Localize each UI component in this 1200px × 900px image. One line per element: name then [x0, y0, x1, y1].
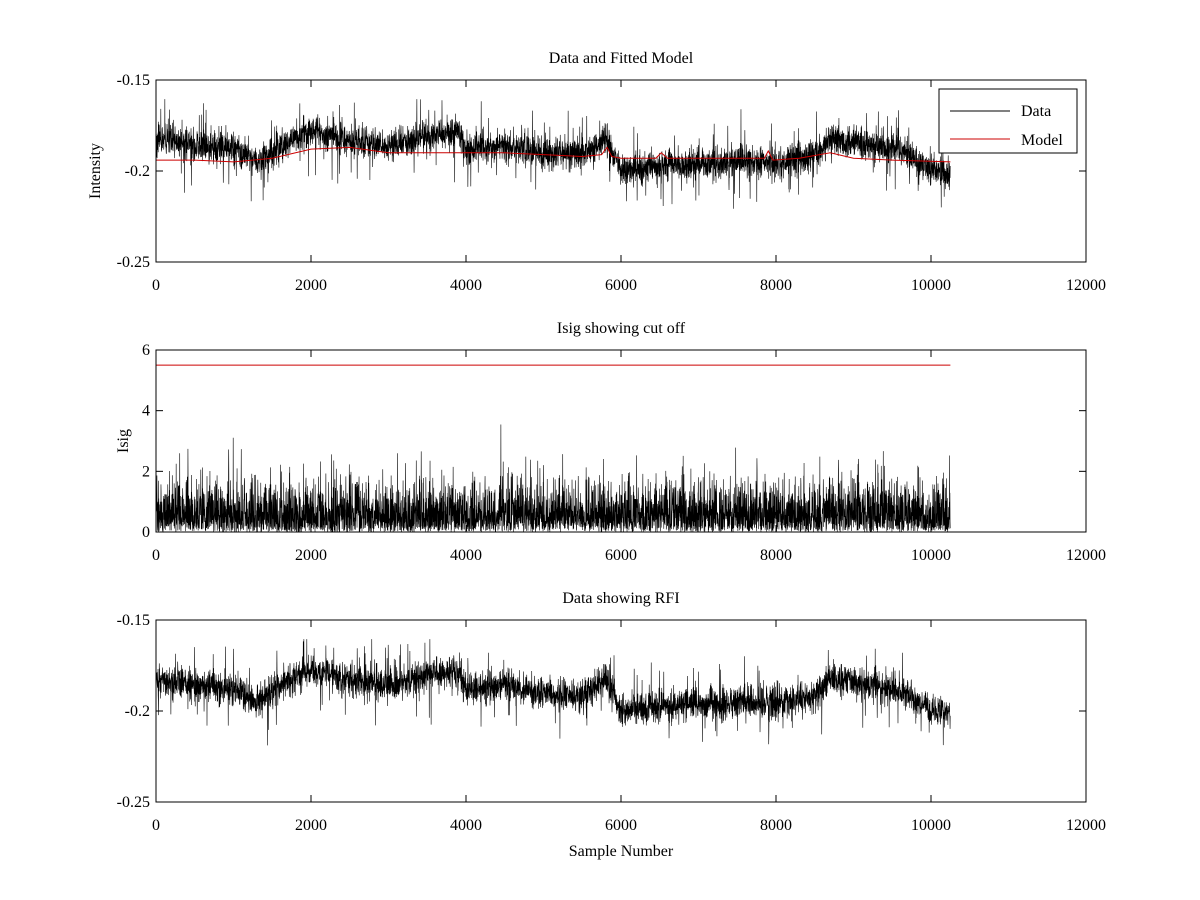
- legend: Data Model: [938, 88, 1078, 154]
- x-tick-label: 0: [152, 277, 160, 294]
- y-tick-label: 2: [142, 463, 150, 480]
- x-tick-label: 0: [152, 547, 160, 564]
- y-tick-label: -0.15: [117, 72, 150, 89]
- y-tick-label: 0: [142, 524, 150, 541]
- ticks: 0 2000 4000 6000 8000 10000 12000 -0.15 -0.2 -0.2…: [117, 612, 1106, 834]
- panel-title: Isig showing cut off: [557, 320, 686, 337]
- y-axis-label: Intensity: [87, 143, 104, 199]
- series-model-line: [156, 146, 951, 163]
- y-tick-label: -0.25: [117, 794, 150, 811]
- y-axis-label: Isig: [115, 429, 132, 453]
- y-tick-label: -0.2: [125, 163, 150, 180]
- x-tick-label: 2000: [295, 817, 327, 834]
- y-tick-label: 4: [142, 403, 150, 420]
- panel-data-showing-rfi: Data showing RFI Sample Number 0 2000 4000…: [117, 590, 1106, 860]
- series-data-line: [155, 99, 951, 209]
- y-tick-label: -0.2: [125, 703, 150, 720]
- x-tick-label: 10000: [911, 817, 951, 834]
- x-tick-label: 12000: [1066, 817, 1106, 834]
- series-data-line: [155, 639, 951, 746]
- x-tick-label: 8000: [760, 817, 792, 834]
- plot-marks: [155, 99, 951, 209]
- x-tick-label: 2000: [295, 547, 327, 564]
- legend-box: [938, 88, 1078, 154]
- panel-data-and-fitted-model: Data and Fitted Model Intensity 0 2000 400…: [87, 50, 1106, 294]
- x-tick-label: 10000: [911, 277, 951, 294]
- x-axis-label: Sample Number: [569, 843, 674, 860]
- x-tick-label: 6000: [605, 277, 637, 294]
- x-tick-label: 4000: [450, 817, 482, 834]
- x-tick-label: 0: [152, 817, 160, 834]
- plot-marks: [155, 364, 951, 533]
- x-tick-label: 4000: [450, 547, 482, 564]
- ticks: 0 2000 4000 6000 8000 10000 12000 -0.15 -0.2 -0.2…: [117, 72, 1106, 294]
- x-tick-label: 8000: [760, 277, 792, 294]
- panel-title: Data showing RFI: [562, 590, 679, 607]
- x-tick-label: 6000: [605, 817, 637, 834]
- x-tick-label: 12000: [1066, 277, 1106, 294]
- panel-title: Data and Fitted Model: [549, 50, 694, 67]
- x-tick-label: 6000: [605, 547, 637, 564]
- x-tick-label: 10000: [911, 547, 951, 564]
- x-tick-label: 8000: [760, 547, 792, 564]
- series-isig-line: [155, 424, 951, 533]
- legend-entry-model: Model: [1021, 132, 1063, 149]
- y-tick-label: -0.25: [117, 254, 150, 271]
- x-tick-label: 2000: [295, 277, 327, 294]
- legend-entry-data: Data: [1021, 103, 1051, 120]
- plot-marks: [155, 639, 951, 746]
- ticks: 0 2000 4000 6000 8000 10000 12000 0 2 4 6: [142, 342, 1106, 564]
- y-tick-label: -0.15: [117, 612, 150, 629]
- x-tick-label: 12000: [1066, 547, 1106, 564]
- x-tick-label: 4000: [450, 277, 482, 294]
- y-tick-label: 6: [142, 342, 150, 359]
- panel-isig-showing-cut-off: Isig showing cut off Isig 0 2000 4000 6000 8…: [115, 320, 1106, 564]
